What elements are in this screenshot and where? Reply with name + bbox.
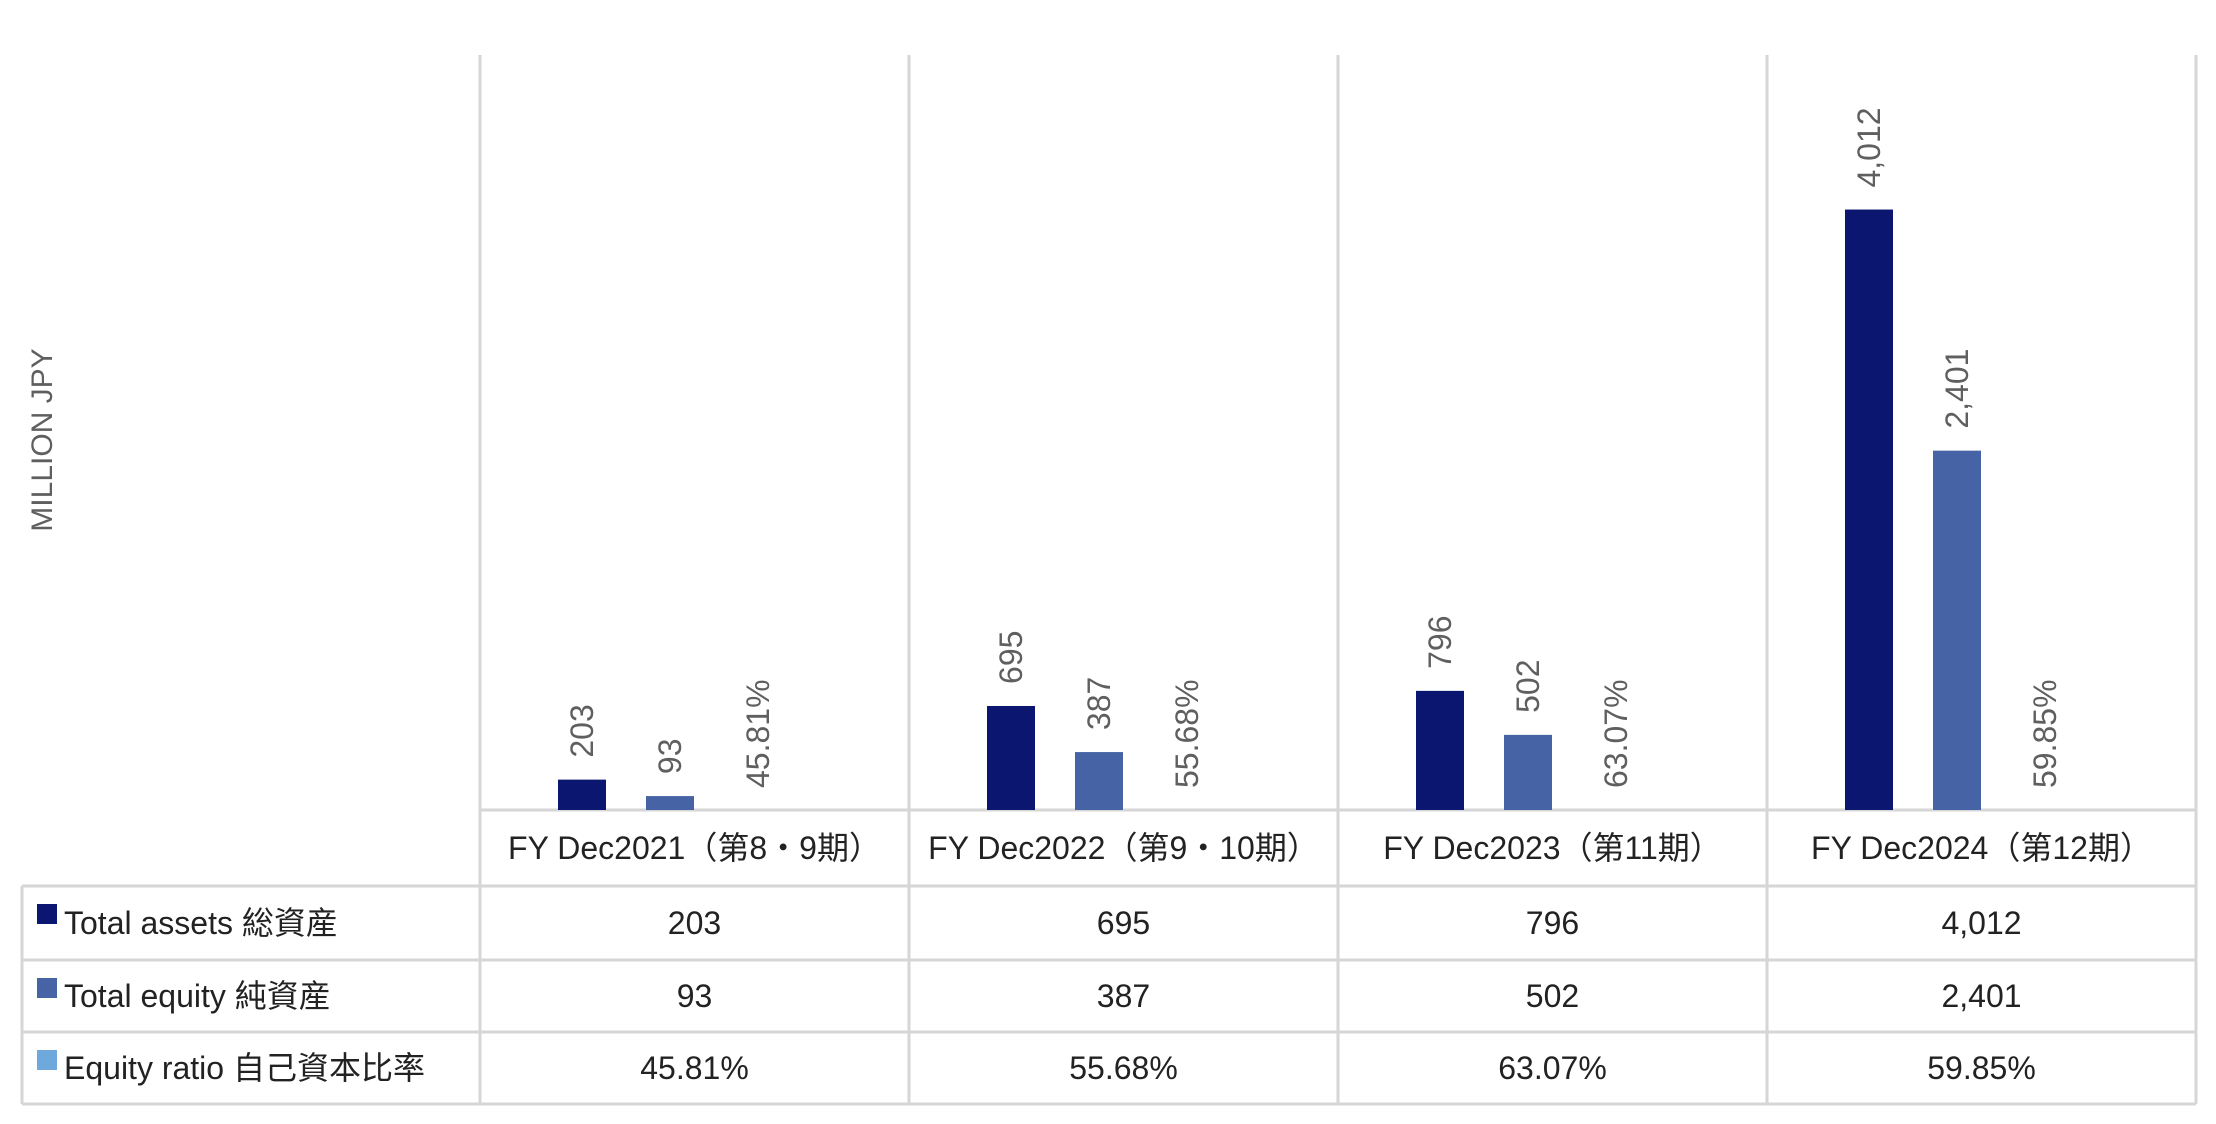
data-label: 59.85% <box>2027 679 2063 788</box>
bar-total-equity <box>646 796 694 810</box>
table-cell: 59.85% <box>1927 1050 2036 1086</box>
data-label: 2,401 <box>1939 349 1975 429</box>
table-cell: 55.68% <box>1069 1050 1178 1086</box>
bar-total-assets <box>987 705 1035 810</box>
data-labels: 203 93 45.81% 695 387 55.68% 796 502 63.07% 4,012… <box>564 107 2063 788</box>
table-cell: 502 <box>1526 978 1579 1014</box>
data-label: 93 <box>652 738 688 774</box>
table-cell: 796 <box>1526 905 1579 941</box>
table-cell: 93 <box>677 978 713 1014</box>
data-label: 203 <box>564 704 600 757</box>
data-label: 695 <box>993 631 1029 684</box>
bar-total-assets <box>1416 690 1464 810</box>
bar-total-assets <box>558 779 606 810</box>
data-label: 796 <box>1422 615 1458 668</box>
legend-swatch <box>37 904 57 924</box>
legend-swatch <box>37 978 57 998</box>
chart-frame <box>20 55 2198 1106</box>
bars <box>558 209 1981 810</box>
legend-label: Total equity 純資産 <box>64 978 331 1014</box>
table-cell: 695 <box>1097 905 1150 941</box>
category-label: FY Dec2024（第12期） <box>1811 830 2152 866</box>
data-label: 387 <box>1081 677 1117 730</box>
bar-total-equity <box>1075 752 1123 810</box>
data-label: 45.81% <box>740 679 776 788</box>
bar-total-equity <box>1933 450 1981 810</box>
data-label: 55.68% <box>1169 679 1205 788</box>
data-label: 4,012 <box>1851 107 1887 187</box>
table-cell: 203 <box>668 905 721 941</box>
data-label: 63.07% <box>1598 679 1634 788</box>
legend-swatch <box>37 1050 57 1070</box>
data-label: 502 <box>1510 659 1546 712</box>
bar-total-assets <box>1845 209 1893 810</box>
legend-label: Total assets 総資産 <box>64 905 338 941</box>
bar-total-equity <box>1504 734 1552 810</box>
table-cell: 387 <box>1097 978 1150 1014</box>
legend-label: Equity ratio 自己資本比率 <box>64 1050 425 1086</box>
data-table: FY Dec2021（第8・9期） FY Dec2022（第9・10期） FY De… <box>37 830 2152 1086</box>
category-label: FY Dec2023（第11期） <box>1383 830 1722 866</box>
table-cell: 45.81% <box>640 1050 749 1086</box>
category-label: FY Dec2021（第8・9期） <box>508 830 881 866</box>
y-axis-label: MILLION JPY <box>26 348 59 531</box>
category-label: FY Dec2022（第9・10期） <box>928 830 1319 866</box>
table-cell: 2,401 <box>1941 978 2021 1014</box>
table-cell: 4,012 <box>1941 905 2021 941</box>
table-cell: 63.07% <box>1498 1050 1607 1086</box>
